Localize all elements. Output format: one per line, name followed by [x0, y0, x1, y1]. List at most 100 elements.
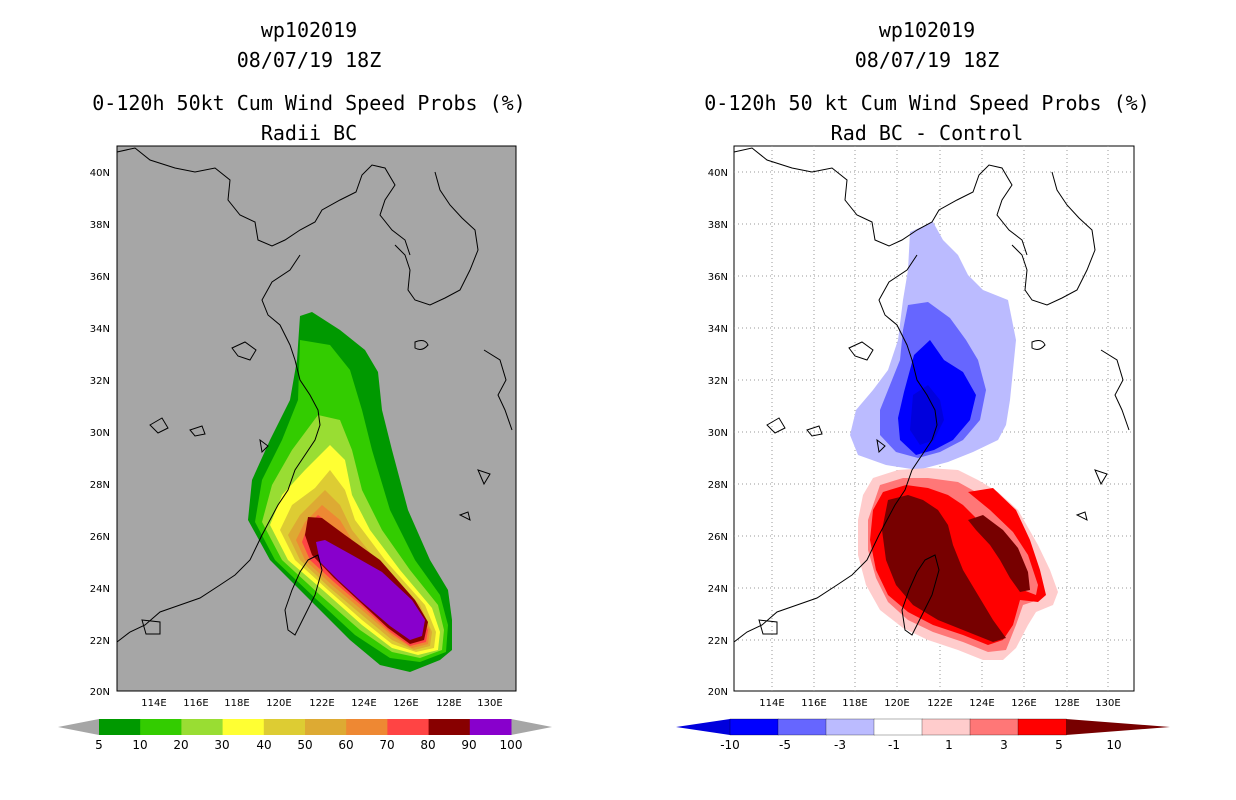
right-lon-label: 130E [1095, 698, 1120, 709]
left-lon-label: 124E [351, 698, 376, 709]
right-colorbar-label: 5 [1055, 738, 1063, 752]
right-axes: 40N 38N 36N 34N 32N 30N 28N 26N 24N 22N … [708, 168, 1121, 709]
left-lat-label: 26N [90, 532, 110, 543]
left-lat-label: 32N [90, 376, 110, 387]
left-lon-label: 118E [224, 698, 249, 709]
right-lon-label: 120E [884, 698, 909, 709]
left-lon-label: 120E [266, 698, 291, 709]
right-lat-label: 20N [708, 687, 728, 698]
left-colorbar-segment [469, 719, 512, 735]
left-colorbar-label: 40 [256, 738, 271, 752]
right-colorbar-label: -1 [888, 738, 900, 752]
left-colorbar-label: 20 [173, 738, 188, 752]
right-lat-label: 28N [708, 480, 728, 491]
left-product-title: 0-120h 50kt Cum Wind Speed Probs (%) [92, 91, 526, 115]
left-colorbar-label: 5 [95, 738, 103, 752]
right-colorbar: -10 -5 -3 -1 1 3 5 10 [676, 718, 1170, 752]
right-lat-label: 40N [708, 168, 728, 179]
left-lon-label: 126E [393, 698, 418, 709]
left-lat-label: 36N [90, 272, 110, 283]
left-colorbar-label: 30 [214, 738, 229, 752]
right-map-svg: 40N 38N 36N 34N 32N 30N 28N 26N 24N 22N … [676, 145, 1170, 752]
right-colorbar-label: -5 [779, 738, 791, 752]
right-lat-label: 32N [708, 376, 728, 387]
left-colorbar-label: 10 [132, 738, 147, 752]
left-colorbar-segment [428, 719, 471, 735]
right-lon-label: 118E [842, 698, 867, 709]
left-lon-label: 116E [183, 698, 208, 709]
left-colorbar-segment [263, 719, 306, 735]
left-colorbar-segment [346, 719, 388, 735]
left-lat-label: 24N [90, 584, 110, 595]
left-axes: 40N 38N 36N 34N 32N 30N 28N 26N 24N 22N … [90, 168, 503, 709]
right-colorbar-segment [969, 718, 1019, 736]
right-lon-label: 114E [759, 698, 784, 709]
left-colorbar-high-arrow [511, 719, 552, 735]
right-lon-label: 122E [927, 698, 952, 709]
right-panel: wp102019 08/07/19 18Z 0-120h 50 kt Cum W… [618, 0, 1236, 800]
right-lat-label: 22N [708, 636, 728, 647]
left-lat-label: 22N [90, 636, 110, 647]
left-subtitle: Radii BC [260, 121, 358, 145]
right-lon-label: 128E [1054, 698, 1079, 709]
left-lat-label: 38N [90, 220, 110, 231]
right-colorbar-label: 10 [1106, 738, 1121, 752]
right-colorbar-segment [825, 718, 875, 736]
right-colorbar-segment [1017, 718, 1067, 736]
left-map-svg: 40N 38N 36N 34N 32N 30N 28N 26N 24N 22N … [58, 145, 552, 752]
right-lon-label: 124E [969, 698, 994, 709]
right-colorbar-label: -3 [834, 738, 846, 752]
right-lat-label: 36N [708, 272, 728, 283]
right-datetime: 08/07/19 18Z [854, 48, 1000, 72]
right-colorbar-label: 3 [1000, 738, 1008, 752]
right-colorbar-segment [921, 718, 971, 736]
left-colorbar-label: 80 [420, 738, 435, 752]
right-storm-id: wp102019 [878, 18, 976, 42]
right-lon-label: 126E [1011, 698, 1036, 709]
right-colorbar-segment [873, 718, 923, 736]
right-colorbar-segment [729, 718, 779, 736]
left-lat-label: 28N [90, 480, 110, 491]
left-datetime: 08/07/19 18Z [236, 48, 382, 72]
left-storm-id: wp102019 [260, 18, 358, 42]
left-colorbar-label: 50 [297, 738, 312, 752]
left-colorbar-segment [140, 719, 182, 735]
right-lat-label: 26N [708, 532, 728, 543]
left-colorbar-segment [222, 719, 265, 735]
left-lat-label: 20N [90, 687, 110, 698]
left-lon-label: 114E [141, 698, 166, 709]
right-colorbar-low-arrow [676, 719, 730, 735]
left-colorbar-segment [99, 719, 141, 735]
left-colorbar-label: 70 [379, 738, 394, 752]
left-coastline [116, 147, 513, 643]
left-lon-label: 130E [477, 698, 502, 709]
left-panel: wp102019 08/07/19 18Z 0-120h 50kt Cum Wi… [58, 18, 552, 752]
right-product-title: 0-120h 50 kt Cum Wind Speed Probs (%) [704, 91, 1150, 115]
left-colorbar-label: 100 [500, 738, 523, 752]
left-lon-label: 122E [309, 698, 334, 709]
left-colorbar-segment [305, 719, 347, 735]
right-positive-difference [858, 468, 1058, 660]
right-colorbar-label: -10 [720, 738, 740, 752]
right-colorbar-high-arrow [1066, 719, 1170, 735]
right-lat-label: 24N [708, 584, 728, 595]
left-lat-label: 34N [90, 324, 110, 335]
left-lat-label: 30N [90, 428, 110, 439]
right-lat-label: 38N [708, 220, 728, 231]
left-colorbar-label: 60 [338, 738, 353, 752]
right-coastline [733, 147, 1130, 643]
left-lon-label: 128E [436, 698, 461, 709]
right-colorbar-label: 1 [945, 738, 953, 752]
right-lon-label: 116E [801, 698, 826, 709]
left-colorbar: 5 10 20 30 40 50 60 70 80 90 100 [58, 719, 552, 752]
left-colorbar-segment [181, 719, 224, 735]
right-lat-label: 30N [708, 428, 728, 439]
right-lat-label: 34N [708, 324, 728, 335]
left-probability-swath [248, 312, 452, 672]
right-subtitle: Rad BC - Control [830, 121, 1024, 145]
left-colorbar-segment [387, 719, 430, 735]
left-colorbar-low-arrow [58, 719, 99, 735]
right-colorbar-segment [777, 718, 827, 736]
right-negative-difference [850, 222, 1016, 470]
left-lat-label: 40N [90, 168, 110, 179]
